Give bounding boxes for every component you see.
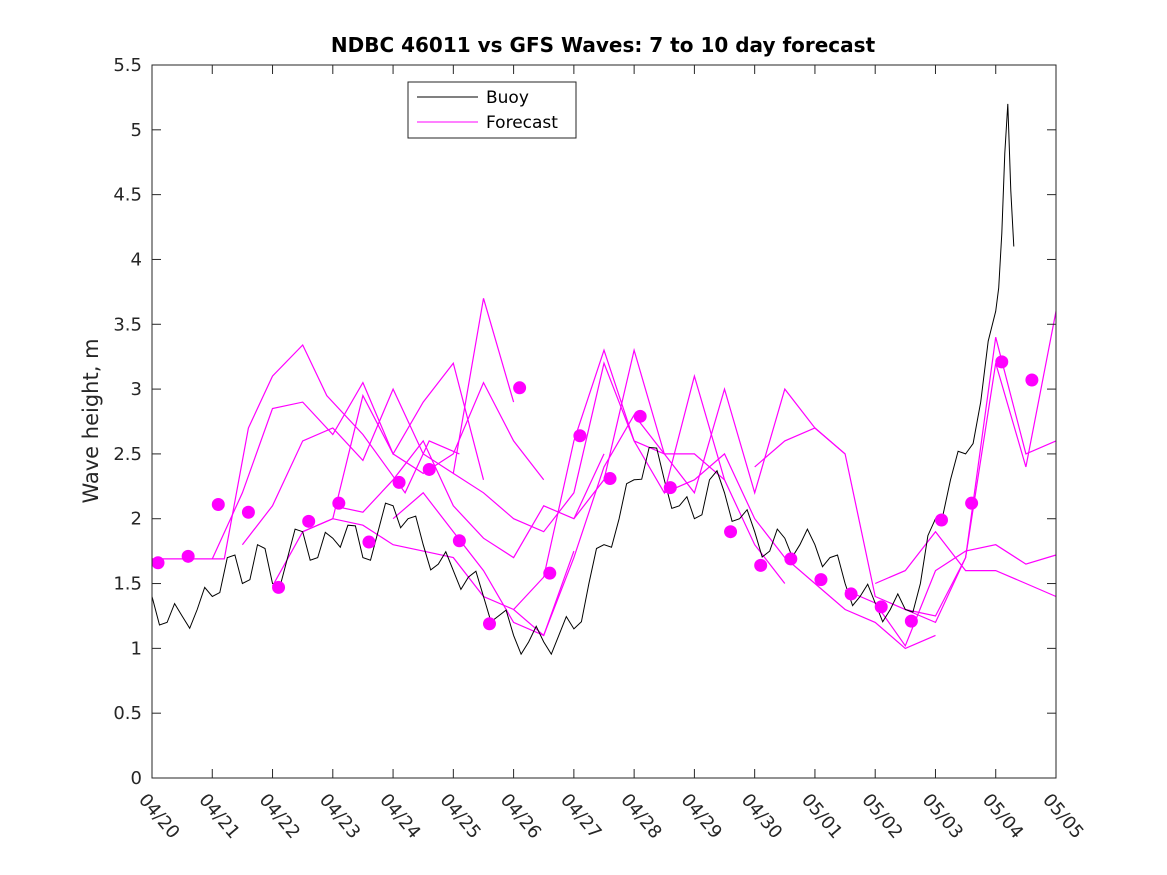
y-tick-labels: 0 0.5 1 1.5 2 2.5 3 3.5 4 4.5 5 5.5 [113,55,142,789]
forecast-point [151,556,165,570]
forecast-point [724,525,738,539]
forecast-run-line [152,343,460,560]
forecast-point [241,505,255,519]
y-tick-label: 1 [131,638,142,659]
forecast-point [844,587,858,601]
chart-title: NDBC 46011 vs GFS Waves: 7 to 10 day for… [331,33,876,57]
legend-forecast-label: Forecast [486,113,558,133]
y-tick-label: 2.5 [113,444,142,465]
forecast-point [513,381,527,395]
forecast-point [995,355,1009,369]
forecast-run-line [513,348,786,610]
forecast-run-line [874,530,1057,598]
forecast-point [272,580,286,594]
forecast-point [482,617,496,631]
forecast-point [904,614,918,628]
legend-buoy-label: Buoy [486,88,529,108]
forecast-point [543,566,557,580]
forecast-point [965,496,979,510]
axes-box [151,64,1057,779]
forecast-point [392,475,406,489]
forecast-point [1025,373,1039,387]
forecast-run-line [664,452,936,650]
y-tick-label: 1.5 [113,574,142,595]
forecast-series-lines [152,298,1057,650]
y-tick-label: 0 [131,768,142,789]
plot-area [152,65,1056,778]
forecast-run-line [573,347,846,520]
y-tick-label: 0.5 [113,703,142,724]
y-tick-label: 5.5 [113,55,142,76]
forecast-point [663,481,677,495]
y-axis-label: Wave height, m [79,338,103,503]
y-tick-label: 2 [131,509,142,530]
forecast-point [181,549,195,563]
forecast-point [211,497,225,511]
y-tick-label: 4 [131,249,142,270]
buoy-line [151,103,1015,656]
forecast-markers [151,355,1039,631]
forecast-point [934,513,948,527]
forecast-run-line [211,361,485,560]
y-tick-label: 3 [131,379,142,400]
forecast-run-line [452,361,725,533]
forecast-run-line [392,413,665,637]
y-tick-label: 3.5 [113,314,142,335]
forecast-point [603,472,617,486]
forecast-point [754,558,768,572]
forecast-point [302,514,316,528]
forecast-run-line [905,337,1057,624]
forecast-point [784,552,798,566]
axis-ticks [151,64,1057,779]
forecast-point [874,600,888,614]
legend-box [407,81,577,139]
buoy-series-line [151,103,1015,656]
y-tick-label: 5 [131,120,142,141]
forecast-point [452,534,466,548]
forecast-point [633,409,647,423]
forecast-point [814,573,828,587]
forecast-point [422,462,436,476]
y-tick-label: 4.5 [113,185,142,206]
forecast-point [573,429,587,443]
forecast-point [362,535,376,549]
legend: Buoy Forecast [407,81,577,139]
forecast-point [332,496,346,510]
forecast-run-line [302,518,575,637]
